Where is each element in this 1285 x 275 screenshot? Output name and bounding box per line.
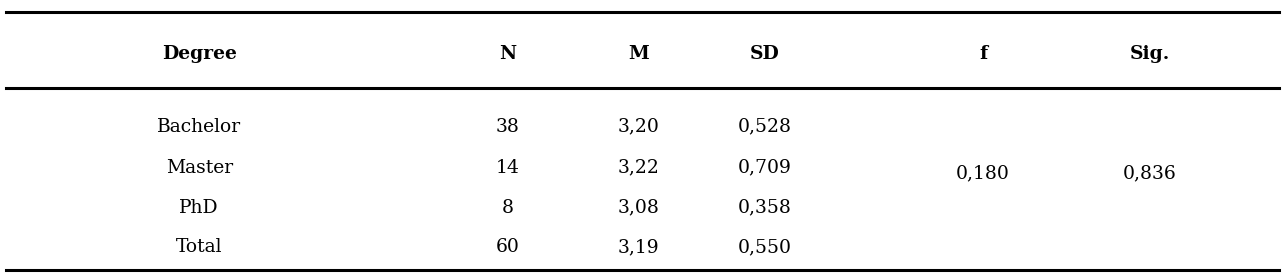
Text: Master: Master [166,159,233,177]
Text: 0,528: 0,528 [738,117,792,136]
Text: 3,22: 3,22 [618,159,659,177]
Text: Sig.: Sig. [1130,45,1171,63]
Text: 60: 60 [496,238,519,257]
Text: Bachelor: Bachelor [157,117,242,136]
Text: Total: Total [176,238,222,257]
Text: 0,709: 0,709 [738,159,792,177]
Text: 0,358: 0,358 [738,199,792,217]
Text: 14: 14 [496,159,519,177]
Text: 0,180: 0,180 [956,165,1010,183]
Text: Degree: Degree [162,45,236,63]
Text: M: M [628,45,649,63]
Text: 3,08: 3,08 [618,199,659,217]
Text: SD: SD [749,45,780,63]
Text: 3,19: 3,19 [618,238,659,257]
Text: 38: 38 [496,117,519,136]
Text: N: N [499,45,517,63]
Text: 0,836: 0,836 [1123,165,1177,183]
Text: PhD: PhD [180,199,218,217]
Text: 0,550: 0,550 [738,238,792,257]
Text: f: f [979,45,987,63]
Text: 3,20: 3,20 [618,117,659,136]
Text: 8: 8 [501,199,514,217]
